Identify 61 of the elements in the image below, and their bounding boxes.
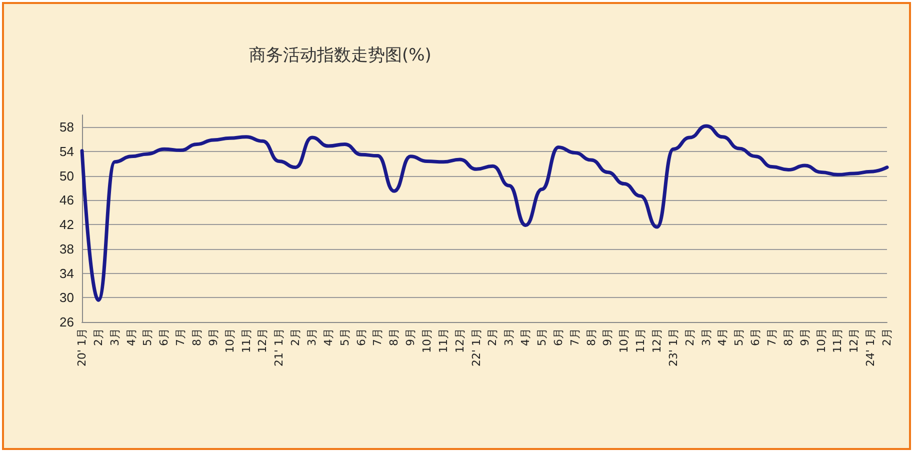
x-tick-label: 8月 bbox=[782, 328, 795, 346]
x-tick-label: 9月 bbox=[206, 328, 220, 346]
x-tick-label: 8月 bbox=[584, 328, 598, 346]
x-tick-label: 21' 1月 bbox=[272, 328, 286, 367]
x-tick-label: 6月 bbox=[749, 328, 762, 346]
x-tick-label: 5月 bbox=[338, 328, 352, 346]
x-tick-label: 10月 bbox=[618, 328, 631, 353]
x-tick-label: 12月 bbox=[453, 328, 466, 353]
x-tick-label: 10月 bbox=[420, 328, 434, 353]
x-tick-label: 2月 bbox=[683, 328, 696, 346]
x-tick-label: 5月 bbox=[536, 328, 548, 346]
x-tick-label: 12月 bbox=[650, 328, 664, 353]
y-tick-label: 26 bbox=[60, 314, 74, 330]
x-tick-label: 2月 bbox=[92, 328, 105, 346]
x-tick-label: 12月 bbox=[256, 328, 270, 353]
x-tick-label: 9月 bbox=[601, 328, 614, 346]
x-tick-label: 5月 bbox=[141, 328, 154, 346]
x-tick-label: 7月 bbox=[568, 328, 582, 346]
y-tick-label: 58 bbox=[60, 120, 74, 135]
x-tick-label: 9月 bbox=[404, 328, 418, 346]
x-tick-label: 10月 bbox=[814, 328, 828, 353]
y-tick-label: 46 bbox=[60, 192, 74, 208]
line-series bbox=[80, 124, 889, 302]
x-tick-label: 7月 bbox=[371, 328, 384, 346]
y-tick-label: 30 bbox=[60, 290, 74, 306]
x-tick-label: 4月 bbox=[716, 328, 730, 346]
x-tick-label: 6月 bbox=[552, 328, 565, 346]
x-tick-label: 3月 bbox=[700, 328, 713, 346]
x-tick-label: 4月 bbox=[322, 328, 335, 346]
x-tick-label: 3月 bbox=[108, 328, 122, 346]
x-tick-label: 2月 bbox=[486, 328, 500, 346]
x-tick-label: 11月 bbox=[831, 328, 844, 353]
x-tick-label: 3月 bbox=[306, 328, 318, 346]
x-tick-label: 9月 bbox=[798, 328, 812, 346]
x-tick-label: 4月 bbox=[124, 328, 138, 346]
x-tick-label: 20' 1月 bbox=[76, 328, 88, 367]
x-tick-label: 2月 bbox=[289, 328, 302, 346]
y-tick-label: 42 bbox=[60, 217, 74, 232]
x-tick-label: 10月 bbox=[223, 328, 236, 353]
y-tick-label: 38 bbox=[60, 241, 74, 256]
x-tick-label: 7月 bbox=[174, 328, 188, 346]
x-tick-label: 6月 bbox=[158, 328, 171, 346]
x-tick-label: 6月 bbox=[354, 328, 368, 346]
x-tick-label: 7月 bbox=[766, 328, 778, 346]
x-tick-label: 2月 bbox=[880, 328, 894, 346]
x-tick-label: 4月 bbox=[519, 328, 532, 346]
x-tick-label: 8月 bbox=[388, 328, 401, 346]
x-tick-label: 12月 bbox=[848, 328, 861, 353]
x-tick-label: 22' 1月 bbox=[470, 328, 483, 367]
y-tick-label: 50 bbox=[60, 168, 74, 184]
x-tick-label: 11月 bbox=[634, 328, 648, 353]
x-tick-label: 8月 bbox=[190, 328, 204, 346]
y-tick-label: 34 bbox=[60, 266, 74, 281]
x-tick-label: 24' 1月 bbox=[864, 328, 878, 367]
x-tick-label: 23' 1月 bbox=[666, 328, 680, 367]
x-tick-label: 5月 bbox=[732, 328, 746, 346]
x-tick-label: 3月 bbox=[502, 328, 516, 346]
x-tick-label: 11月 bbox=[240, 328, 253, 353]
chart-title: 商务活动指数走势图(%) bbox=[249, 46, 432, 66]
y-tick-label: 54 bbox=[60, 144, 74, 160]
x-tick-label: 11月 bbox=[436, 328, 450, 353]
